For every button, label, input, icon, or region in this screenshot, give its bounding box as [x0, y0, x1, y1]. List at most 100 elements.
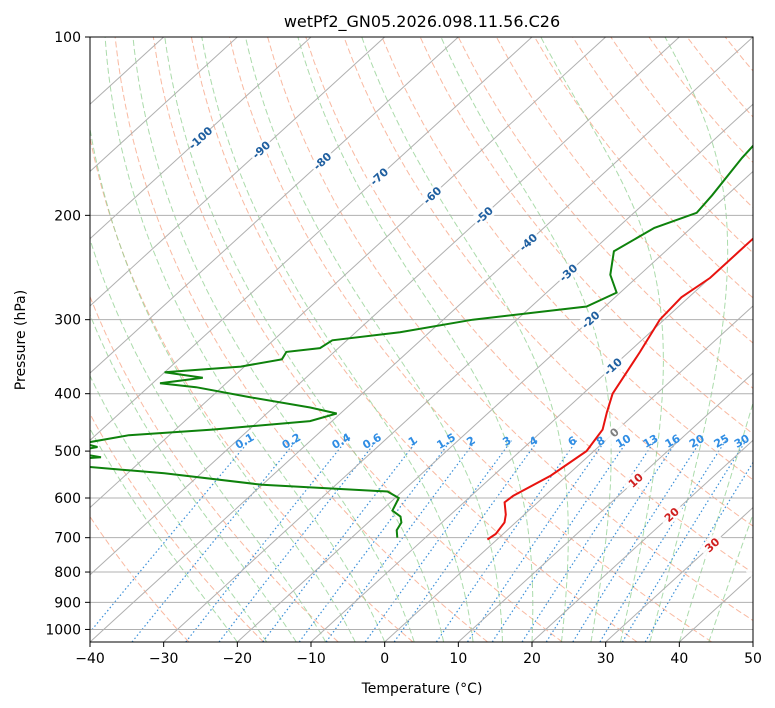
isotherm-label-bg — [308, 147, 336, 175]
isotherm-label-bg — [576, 306, 605, 333]
y-tick-label: 600 — [54, 491, 81, 507]
y-tick-label: 500 — [54, 444, 81, 460]
isotherm-grid-line — [384, 305, 753, 642]
isotherm-label-bg — [186, 124, 215, 152]
dry-adiabat-line — [724, 37, 753, 72]
moist-adiabat-line — [90, 237, 327, 642]
y-tick-label: 700 — [54, 531, 81, 547]
mixing-ratio-line — [545, 440, 678, 642]
plot-frame — [89, 36, 754, 643]
temperature-profile-line — [486, 237, 753, 541]
moist-adiabat-line — [90, 374, 268, 642]
mixing-ratio-line — [491, 440, 629, 642]
mixing-ratio-line — [621, 440, 747, 642]
y-tick-label: 800 — [54, 565, 81, 581]
isotherm-label-bg — [514, 228, 542, 256]
x-tick-label: −20 — [223, 651, 253, 667]
isotherm-grid-line — [310, 237, 753, 642]
x-tick-label: 30 — [597, 651, 615, 667]
dry-adiabat-line — [90, 412, 264, 642]
mixing-ratio-line — [262, 440, 418, 642]
grid-lines — [90, 37, 753, 642]
isotherm-label-bg — [247, 136, 275, 164]
moist-adiabat-line — [164, 37, 445, 642]
isotherm-grid-line — [90, 37, 386, 307]
isotherm-grid-line — [90, 37, 459, 374]
mixing-ratio-line — [131, 440, 297, 642]
moist-adiabat-line — [678, 401, 753, 642]
dry-adiabat-line — [90, 515, 190, 642]
mixing-ratio-line — [644, 461, 753, 642]
moist-adiabat-line — [90, 125, 356, 642]
moist-adiabat-line — [708, 513, 753, 642]
x-tick-label: −10 — [296, 651, 326, 667]
mixing-ratio-label: 2 — [464, 434, 477, 449]
isotherm-label-bg — [470, 202, 498, 229]
dry-adiabat-line — [610, 37, 753, 209]
chart-title: wetPf2_GN05.2026.098.11.56.C26 — [284, 12, 560, 32]
isotherm-label-bg — [365, 163, 393, 190]
mixing-ratio-line — [466, 440, 606, 642]
y-tick-label: 200 — [54, 208, 81, 224]
mixing-ratio-label: 25 — [712, 432, 732, 451]
y-tick-label: 900 — [54, 595, 81, 611]
mixing-ratio-label: 20 — [687, 432, 707, 451]
y-tick-label: 400 — [54, 387, 81, 403]
mixing-ratio-label: 0.1 — [233, 431, 256, 452]
moist-adiabat-line — [90, 313, 297, 642]
dry-adiabat-line — [190, 37, 638, 642]
y-tick-label: 1000 — [45, 622, 81, 638]
mixing-ratio-label: 0.2 — [280, 431, 303, 452]
dry-adiabat-line — [686, 37, 753, 118]
dry-adiabat-line — [229, 37, 712, 642]
dry-adiabat-line — [152, 37, 563, 642]
moist-adiabat-line — [361, 37, 569, 642]
mixing-ratio-label: 36 — [753, 432, 773, 451]
mixing-ratio-label: 0.6 — [360, 431, 384, 452]
x-tick-label: 40 — [670, 651, 688, 667]
isotherm-label-bg — [600, 419, 628, 446]
isotherm-grid-line — [752, 641, 753, 642]
dry-adiabat-line — [90, 295, 339, 642]
mixing-ratio-line — [218, 440, 378, 642]
y-tick-label: 300 — [54, 313, 81, 329]
isotherm-grid-line — [90, 37, 680, 576]
mixing-ratio-line — [90, 440, 251, 633]
moist-adiabat-line — [90, 427, 238, 642]
dry-adiabat-line — [343, 37, 753, 527]
isotherm-grid-line — [90, 37, 607, 509]
x-tick-label: −40 — [75, 651, 105, 667]
mixing-ratio-line — [572, 440, 702, 642]
dry-adiabat-line — [457, 37, 753, 389]
isotherm-grid-line — [531, 439, 753, 642]
y-tick-label: 100 — [54, 30, 81, 46]
moist-adiabat-line — [201, 37, 474, 642]
dry-adiabat-line — [495, 37, 753, 344]
isotherm-label-bg — [599, 353, 627, 380]
moist-adiabat-line — [245, 37, 503, 642]
x-tick-label: 10 — [449, 651, 467, 667]
axis-ticks: −40 −30 −20 −10 0 10 20 30 40 50 100 200 300 400 500 60… — [45, 30, 762, 667]
x-tick-label: −30 — [149, 651, 179, 667]
mixing-ratio-line — [521, 440, 656, 642]
dry-adiabat-line — [763, 37, 775, 642]
x-tick-label: 50 — [744, 651, 762, 667]
moist-adiabat-line — [649, 37, 729, 642]
mixing-ratio-line — [325, 440, 476, 642]
isotherm-label-bg — [658, 501, 686, 528]
mixing-ratio-label: 30 — [732, 432, 752, 451]
mixing-ratio-label: 16 — [663, 432, 683, 451]
x-tick-label: 0 — [380, 651, 389, 667]
mixing-ratio-line — [599, 440, 727, 642]
moist-adiabat-line — [297, 37, 534, 642]
dry-adiabat-line — [267, 37, 753, 622]
isotherm-grid-line — [90, 37, 533, 442]
dry-adiabat-line — [114, 37, 488, 642]
x-tick-label: 20 — [523, 651, 541, 667]
mixing-ratio-label: 13 — [641, 432, 661, 451]
y-axis-label: Pressure (hPa) — [13, 290, 29, 390]
mixing-ratio-line — [364, 440, 512, 642]
isotherm-label-bg — [621, 467, 650, 494]
dewpoint-profile-line — [90, 144, 753, 538]
